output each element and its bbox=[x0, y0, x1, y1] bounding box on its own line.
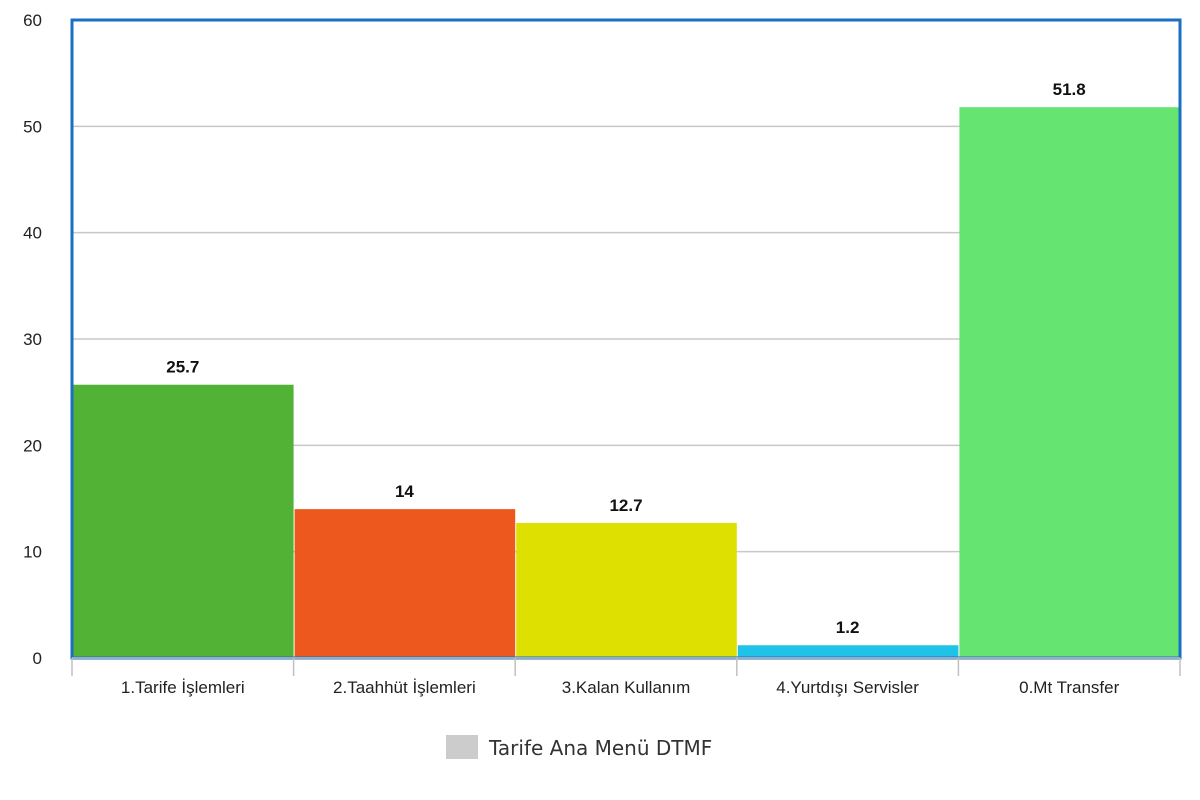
bars bbox=[73, 107, 1180, 658]
x-category-label: 0.Mt Transfer bbox=[1019, 678, 1119, 697]
data-label: 51.8 bbox=[1053, 80, 1086, 99]
y-axis: 0 10 20 30 40 50 60 bbox=[23, 11, 42, 668]
data-label: 25.7 bbox=[166, 358, 199, 377]
y-tick-label: 10 bbox=[23, 543, 42, 562]
bar[interactable] bbox=[516, 522, 737, 658]
data-labels: 25.7 14 12.7 1.2 51.8 bbox=[166, 80, 1085, 637]
x-category-label: 2.Taahhüt İşlemleri bbox=[333, 678, 476, 697]
data-label: 1.2 bbox=[836, 618, 860, 637]
x-category-label: 3.Kalan Kullanım bbox=[562, 678, 691, 697]
y-tick-label: 0 bbox=[33, 649, 42, 668]
y-tick-label: 20 bbox=[23, 436, 42, 455]
bar[interactable] bbox=[737, 645, 959, 658]
y-tick-label: 60 bbox=[23, 11, 42, 30]
bar[interactable] bbox=[294, 509, 516, 658]
y-tick-label: 50 bbox=[23, 117, 42, 136]
x-category-label: 1.Tarife İşlemleri bbox=[121, 678, 245, 697]
legend-swatch[interactable] bbox=[446, 735, 478, 759]
bar[interactable] bbox=[959, 107, 1180, 658]
y-tick-label: 40 bbox=[23, 224, 42, 243]
data-label: 12.7 bbox=[609, 496, 642, 515]
legend[interactable]: Tarife Ana Menü DTMF bbox=[446, 735, 712, 760]
bar[interactable] bbox=[73, 384, 294, 658]
x-axis: 1.Tarife İşlemleri 2.Taahhüt İşlemleri 3.K… bbox=[71, 657, 1181, 697]
data-label: 14 bbox=[395, 482, 414, 501]
x-category-label: 4.Yurtdışı Servisler bbox=[776, 678, 919, 697]
legend-label[interactable]: Tarife Ana Menü DTMF bbox=[488, 736, 712, 760]
y-tick-label: 30 bbox=[23, 330, 42, 349]
